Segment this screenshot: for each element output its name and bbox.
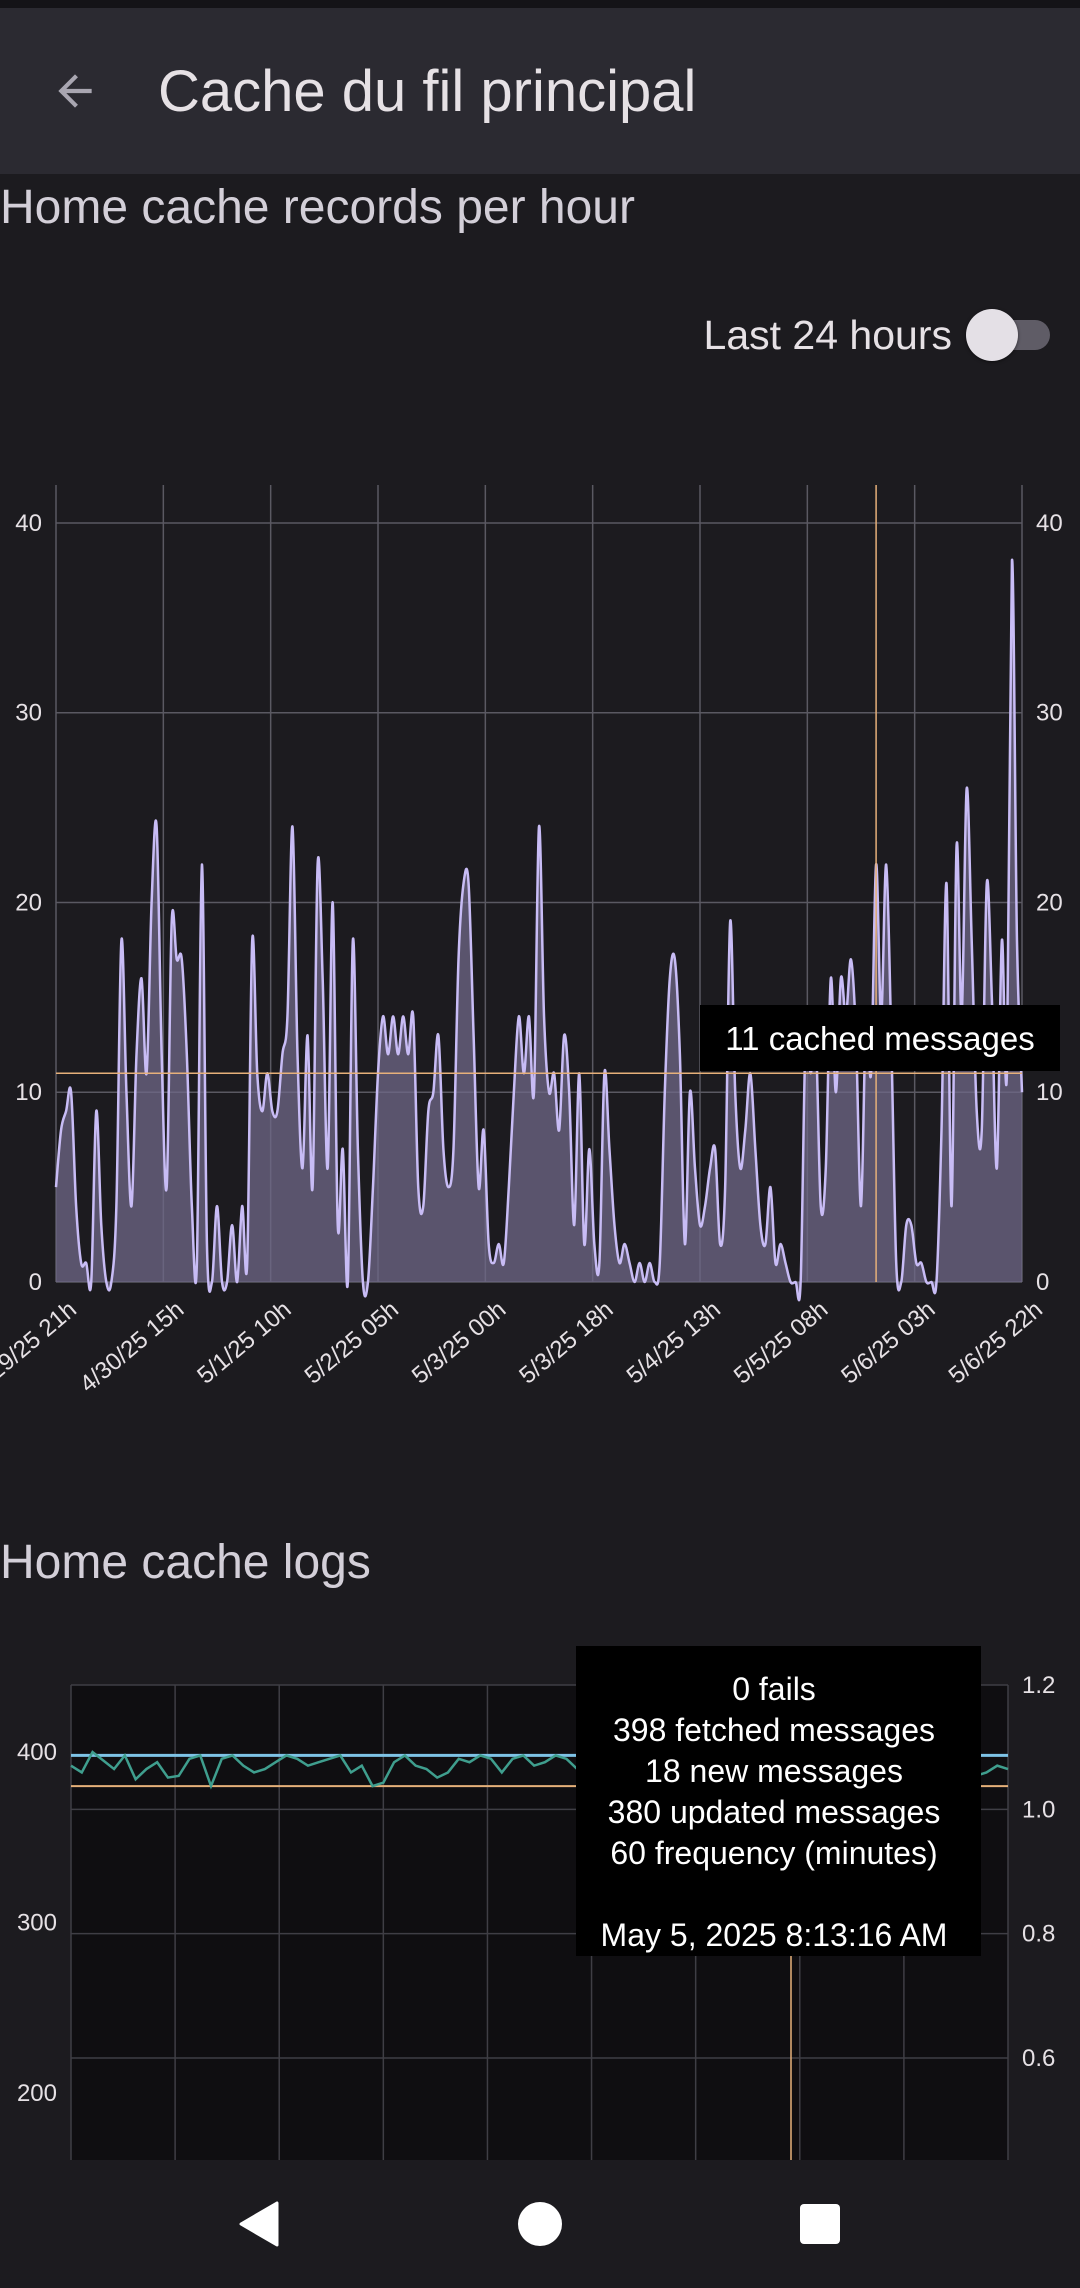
page-title: Cache du fil principal: [158, 59, 697, 124]
nav-back-button[interactable]: [220, 2184, 300, 2264]
y-tick-label-right: 20: [1036, 889, 1063, 916]
y-tick-label-left: 30: [15, 700, 42, 727]
records-section-title: Home cache records per hour: [0, 181, 635, 234]
app-bar: Cache du fil principal: [0, 8, 1080, 174]
tooltip-line: 0 fails: [732, 1671, 816, 1707]
y-tick-label-left: 10: [15, 1079, 42, 1106]
y-tick-label-left: 400: [17, 1739, 57, 1766]
square-recents-icon: [800, 2204, 840, 2244]
y-tick-label-left: 0: [29, 1269, 42, 1296]
x-tick-label: 4/29/25 21h: [0, 1296, 82, 1398]
y-tick-label-left: 20: [15, 889, 42, 916]
y-tick-label-right: 30: [1036, 700, 1063, 727]
last-24-hours-switch[interactable]: [966, 309, 1052, 361]
x-tick-label: 5/5/25 08h: [729, 1296, 833, 1390]
tooltip-box: [700, 1005, 1060, 1071]
circle-home-icon: [518, 2202, 562, 2246]
tooltip-line: 398 fetched messages: [613, 1712, 935, 1748]
x-tick-label: 4/30/25 15h: [75, 1296, 189, 1398]
toggle-label: Last 24 hours: [703, 311, 952, 358]
tooltip-line: 18 new messages: [645, 1753, 903, 1789]
tooltip-line: 380 updated messages: [608, 1794, 941, 1830]
y-tick-label-right: 1.0: [1022, 1796, 1055, 1823]
y-tick-label-left: 300: [17, 1910, 57, 1937]
records-line: [54, 558, 1024, 1302]
x-tick-label: 5/1/25 10h: [192, 1296, 296, 1390]
y-tick-label-left: 200: [17, 2080, 57, 2107]
y-tick-label-right: 40: [1036, 510, 1063, 537]
y-tick-label-right: 0.6: [1022, 2045, 1055, 2072]
last-24-hours-toggle-row: Last 24 hours: [704, 300, 1052, 370]
switch-thumb: [966, 309, 1018, 361]
x-tick-label: 5/4/25 13h: [622, 1296, 726, 1390]
tooltip-text: 11 cached messages: [725, 1020, 1034, 1057]
x-tick-label: 5/3/25 00h: [407, 1296, 511, 1390]
arrow-back-icon: [58, 74, 92, 108]
nav-home-button[interactable]: [500, 2184, 580, 2264]
y-tick-label-right: 0.8: [1022, 1921, 1055, 1948]
x-tick-label: 5/2/25 05h: [300, 1296, 404, 1390]
cache-logs-chart[interactable]: 200 300 400 0.6 0.8 1.0 1.2 0 fails 398 fetched…: [0, 1640, 1080, 2160]
x-tick-label: 5/3/25 18h: [514, 1296, 618, 1390]
records-area: [56, 559, 1022, 1301]
tooltip-date: May 5, 2025 8:13:16 AM: [601, 1917, 948, 1953]
y-tick-label-right: 0: [1036, 1269, 1049, 1296]
back-button[interactable]: [40, 56, 110, 126]
tooltip-line: 60 frequency (minutes): [610, 1835, 937, 1871]
system-nav-bar: [0, 2160, 1080, 2288]
nav-recents-button[interactable]: [780, 2184, 860, 2264]
y-tick-label-left: 40: [15, 510, 42, 537]
logs-section-title: Home cache logs: [0, 1536, 371, 1589]
triangle-back-icon: [239, 2201, 279, 2247]
tooltip-box: [576, 1646, 981, 1956]
status-bar: [0, 0, 1080, 8]
x-tick-label: 5/6/25 03h: [836, 1296, 940, 1390]
y-tick-label-right: 10: [1036, 1079, 1063, 1106]
x-tick-label: 5/6/25 22h: [944, 1296, 1048, 1390]
y-tick-label-right: 1.2: [1022, 1672, 1055, 1699]
